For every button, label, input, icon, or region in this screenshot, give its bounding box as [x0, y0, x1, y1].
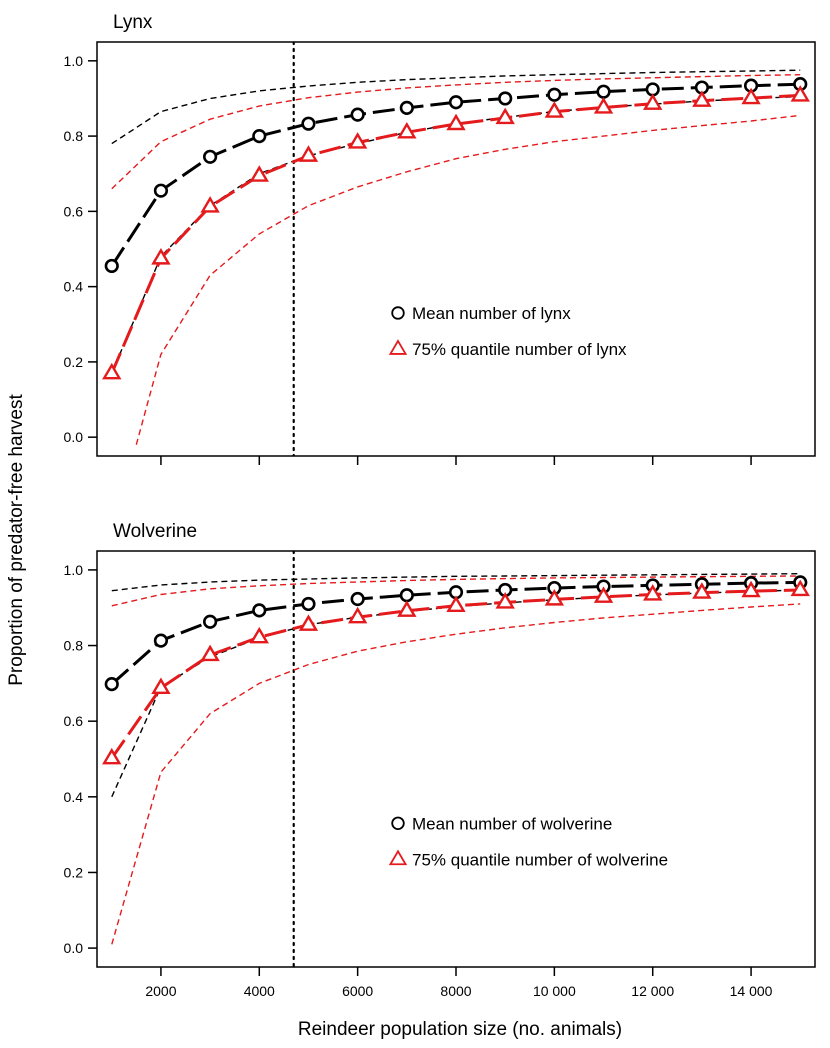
wolverine-quantile-lower-bound	[111, 603, 801, 945]
wolverine-quantile-point	[544, 589, 565, 606]
lynx-mean-point	[153, 183, 169, 198]
lynx-axes-frame	[96, 41, 816, 457]
wolverine-mean-point	[203, 614, 218, 629]
lynx-mean-line	[110, 82, 801, 267]
wolverine-x-tick-label: 10 000	[533, 983, 576, 999]
lynx-mean-point	[301, 116, 316, 131]
lynx-quantile-point	[593, 97, 614, 114]
wolverine-mean-point	[252, 603, 267, 618]
lynx-panel: Lynx 0.0 0.2 0.4 0.6 0.8 1.0 Mean number of lyn…	[64, 12, 816, 465]
wolverine-y-tick-label: 0.0	[64, 940, 84, 956]
wolverine-quantile-point	[200, 644, 220, 662]
lynx-y-tick-label: 1.0	[64, 53, 84, 69]
wolverine-quantile-point	[495, 592, 515, 609]
lynx-legend-label: 75% quantile number of lynx	[412, 340, 627, 359]
wolverine-mean-point	[104, 677, 119, 692]
wolverine-quantile-point	[298, 614, 319, 631]
lynx-mean-point	[252, 128, 267, 144]
wolverine-quantile-point	[790, 579, 810, 597]
lynx-quantile-point	[692, 90, 712, 107]
wolverine-x-tick-label: 12 000	[631, 983, 674, 999]
lynx-legend-triangle-marker	[388, 339, 408, 355]
wolverine-quantile-point	[643, 584, 663, 601]
lynx-quantile-point	[495, 107, 515, 125]
wolverine-x-tick-label: 2000	[145, 983, 176, 999]
wolverine-y-tick-label: 0.6	[64, 713, 84, 729]
lynx-quantile-line	[110, 93, 801, 374]
wolverine-x-tick-label: 4000	[244, 983, 275, 999]
wolverine-quantile-point	[593, 586, 614, 603]
lynx-title: Lynx	[113, 12, 153, 33]
lynx-quantile-point	[347, 132, 368, 149]
wolverine-title: Wolverine	[113, 521, 197, 542]
x-axis-label: Reindeer population size (no. animals)	[298, 1019, 622, 1040]
wolverine-legend-triangle-marker	[388, 849, 408, 866]
wolverine-y-tick-label: 0.8	[64, 638, 84, 654]
lynx-plot-area	[110, 42, 801, 456]
wolverine-quantile-point	[249, 626, 269, 644]
lynx-mean-point	[596, 84, 611, 99]
wolverine-quantile-point	[741, 580, 761, 598]
lynx-quantile-point	[200, 196, 220, 213]
wolverine-plot-area	[110, 551, 801, 967]
lynx-mean-point	[350, 107, 365, 122]
lynx-y-tick-label: 0.0	[64, 429, 84, 445]
lynx-mean-point	[448, 95, 464, 110]
wolverine-quantile-point	[151, 677, 171, 695]
wolverine-legend-label: 75% quantile number of wolverine	[412, 850, 668, 869]
wolverine-y-tick-label: 0.2	[64, 864, 84, 880]
wolverine-axes-frame	[96, 550, 816, 968]
lynx-legend-label: Mean number of lynx	[412, 304, 571, 323]
lynx-quantile-point	[446, 113, 466, 131]
lynx-mean-point	[399, 100, 414, 115]
lynx-quantile-point	[741, 87, 761, 105]
wolverine-quantile-upper-bound	[111, 575, 801, 607]
lynx-quantile-point	[102, 362, 122, 380]
lynx-mean-point	[104, 258, 119, 274]
wolverine-quantile-point	[397, 600, 417, 617]
lynx-quantile-point	[298, 145, 319, 162]
wolverine-legend-label: Mean number of wolverine	[412, 814, 612, 833]
wolverine-quantile-point	[446, 595, 466, 612]
wolverine-x-tick-label: 8000	[440, 983, 471, 999]
lynx-quantile-point	[249, 165, 269, 182]
lynx-quantile-upper-bound	[111, 74, 801, 190]
lynx-legend: Mean number of lynx 75% quantile number o…	[388, 304, 627, 359]
lynx-mean-point	[498, 91, 513, 106]
wolverine-quantile-point	[102, 747, 122, 765]
wolverine-mean-point	[399, 588, 414, 603]
wolverine-x-tick-label: 6000	[342, 983, 373, 999]
wolverine-mean-upper-bound	[111, 573, 801, 592]
wolverine-quantile-point	[347, 606, 368, 624]
wolverine-mean-point	[301, 596, 316, 612]
lynx-y-tick-label: 0.8	[64, 128, 84, 144]
lynx-y-tick-label: 0.6	[64, 203, 84, 219]
lynx-mean-lower-bound	[111, 95, 801, 374]
wolverine-panel: Wolverine 0.0 0.2 0.4 0.6 0.8 1.0 2000 4000 6000 8…	[64, 521, 816, 999]
lynx-quantile-point	[790, 85, 810, 102]
wolverine-y-tick-label: 0.4	[64, 789, 84, 805]
lynx-legend-circle-marker	[391, 306, 405, 320]
y-axis-label: Proportion of predator-free harvest	[6, 394, 27, 686]
lynx-mean-point	[547, 87, 562, 102]
lynx-quantile-point	[544, 101, 565, 118]
lynx-quantile-point	[643, 93, 663, 110]
lynx-y-tick-label: 0.4	[64, 279, 84, 295]
lynx-mean-point	[203, 149, 218, 164]
wolverine-mean-point	[350, 591, 365, 607]
wolverine-quantile-line	[110, 588, 801, 760]
lynx-y-tick-label: 0.2	[64, 354, 84, 370]
wolverine-x-tick-label: 14 000	[730, 983, 773, 999]
wolverine-quantile-point	[692, 582, 712, 599]
lynx-quantile-point	[151, 248, 171, 265]
wolverine-y-tick-label: 1.0	[64, 562, 84, 578]
wolverine-legend: Mean number of wolverine 75% quantile num…	[388, 814, 668, 869]
lynx-quantile-lower-bound	[135, 114, 801, 445]
lynx-quantile-point	[397, 121, 417, 139]
wolverine-legend-circle-marker	[391, 816, 405, 830]
wolverine-mean-point	[153, 633, 169, 648]
